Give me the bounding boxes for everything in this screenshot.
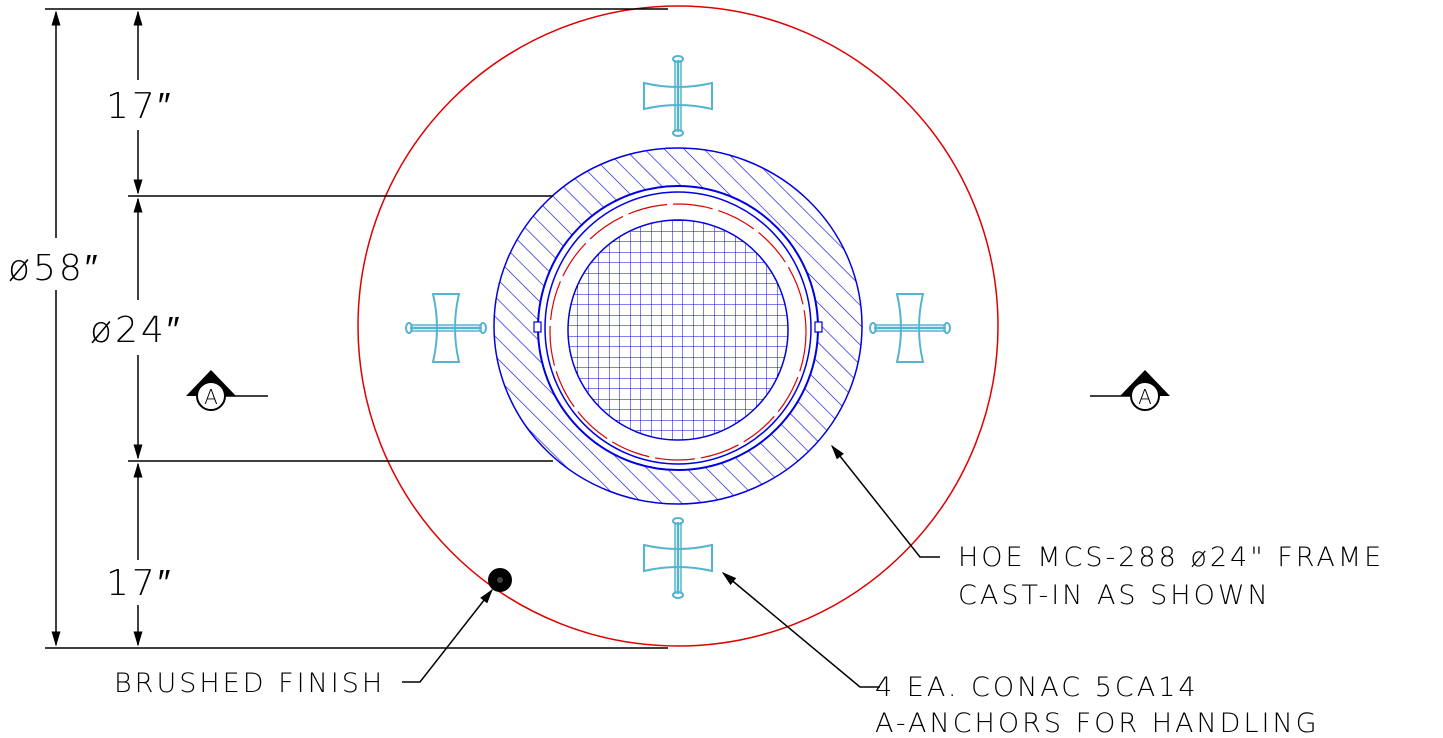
- top-offset-label: 17″: [106, 86, 174, 127]
- outer-outline: [357, 5, 999, 647]
- finish-callout-label: BRUSHED FINISH: [114, 668, 385, 699]
- section-cut-marker-icon: A: [1090, 370, 1170, 411]
- section-marker-right-label: A: [1138, 385, 1152, 409]
- dimension-lines: [45, 8, 668, 649]
- bottom-offset-label: 17″: [106, 563, 174, 604]
- a-anchor-icon: [642, 54, 714, 138]
- a-anchor-icon: [642, 516, 714, 600]
- a-anchor-icon: [868, 292, 952, 364]
- overall-diameter-label: ø58″: [8, 248, 101, 289]
- section-cut-marker-icon: A: [186, 370, 268, 411]
- leader-lines: [402, 444, 940, 688]
- section-marker-left-label: A: [204, 385, 218, 409]
- a-anchor-icon: [404, 292, 488, 364]
- opening-diameter-label: ø24″: [90, 310, 183, 351]
- frame-callout-line2: CAST-IN AS SHOWN: [958, 580, 1271, 611]
- brushed-finish-dot-icon: [488, 568, 512, 592]
- anchor-callout-line1: 4 EA. CONAC 5CA14: [875, 672, 1199, 703]
- anchor-callout-line2: A-ANCHORS FOR HANDLING: [875, 708, 1320, 738]
- grate-grid: [567, 219, 789, 441]
- frame-callout-line1: HOE MCS-288 ø24" FRAME: [958, 542, 1384, 573]
